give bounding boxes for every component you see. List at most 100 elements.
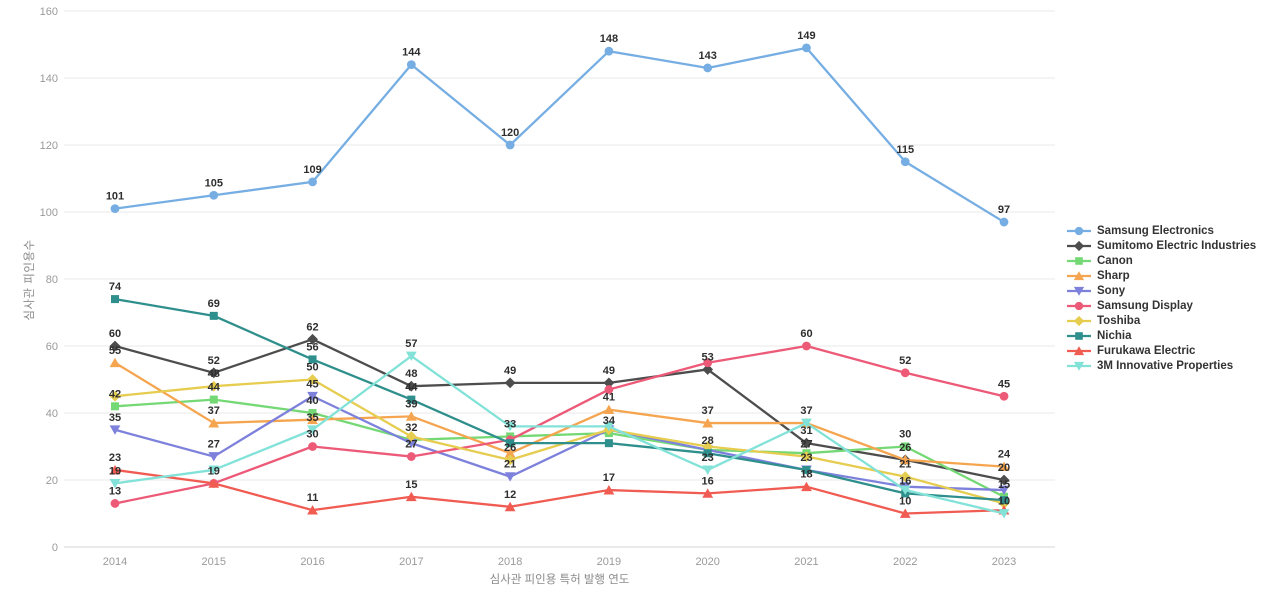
data-label-nichia: 56 [306,341,318,353]
legend-item-canon[interactable]: Canon [1066,253,1256,268]
data-label-toshiba: 48 [208,368,220,380]
data-label-sharp: 55 [109,345,121,357]
data-label-samsung-electronics: 120 [501,127,519,139]
data-point-samsung-electronics [308,177,317,187]
data-label-furukawa-electric: 12 [504,489,516,501]
data-label-furukawa-electric: 16 [702,475,714,487]
data-point-sharp [307,414,318,425]
data-point-samsung-display [110,499,120,508]
data-point-nichia [802,465,811,474]
series-line-canon [114,398,1005,498]
data-point-nichia [111,295,119,304]
data-point-furukawa-electric [899,508,911,518]
data-point-furukawa-electric [603,485,615,495]
legend-label: Canon [1097,254,1133,267]
series-line-3m-innovative-properties [114,354,1005,515]
legend-marker-sumitomo-electric-industries [1067,240,1091,251]
series-line-sumitomo-electric-industries [114,338,1005,482]
data-point-toshiba [405,431,417,442]
legend-label: Toshiba [1097,314,1141,327]
data-point-furukawa-electric [208,478,220,488]
data-label-sony: 23 [800,452,812,464]
data-label-samsung-display: 19 [208,465,220,477]
data-label-samsung-display: 30 [306,429,318,441]
data-label-sumitomo-electric-industries: 49 [603,365,615,377]
legend-item-sumitomo-electric-industries[interactable]: Sumitomo Electric Industries [1066,238,1256,253]
legend-item-samsung-display[interactable]: Samsung Display [1066,298,1256,313]
data-label-sony: 27 [208,439,220,451]
data-label-samsung-display: 45 [998,378,1010,390]
data-point-samsung-electronics [505,140,515,150]
legend-label: Sharp [1097,269,1130,282]
data-point-sumitomo-electric-industries [405,380,417,392]
data-point-furukawa-electric [504,501,516,512]
data-point-furukawa-electric [801,481,812,492]
data-point-3m-innovative-properties [405,351,417,362]
data-point-3m-innovative-properties [702,465,714,475]
data-point-sumitomo-electric-industries [603,377,615,389]
data-point-toshiba [109,390,121,402]
data-point-samsung-electronics [110,204,120,214]
data-point-sumitomo-electric-industries [307,333,318,345]
legend-marker-samsung-electronics [1067,226,1091,235]
data-label-furukawa-electric: 23 [109,452,121,464]
data-label-canon: 34 [603,415,616,427]
data-label-toshiba: 21 [899,459,911,471]
x-tick-label: 2018 [498,556,522,568]
data-point-canon [209,395,218,404]
data-point-sharp [998,461,1010,471]
data-point-nichia [407,395,416,404]
y-tick-label: 60 [46,341,58,353]
data-point-samsung-electronics [209,190,219,200]
data-point-sumitomo-electric-industries [702,364,714,375]
legend-label: Sumitomo Electric Industries [1097,239,1257,252]
x-tick-label: 2023 [992,556,1016,568]
data-label-canon: 30 [899,429,911,441]
x-axis-title: 심사관 피인용 특허 발행 연도 [489,574,630,586]
data-point-sharp [504,448,516,458]
data-point-sharp [603,404,615,415]
legend: Samsung Electronics Sumitomo Electric Ind… [1066,223,1256,373]
legend-item-sony[interactable]: Sony [1066,283,1256,298]
legend-item-samsung-electronics[interactable]: Samsung Electronics [1066,223,1256,238]
x-tick-label: 2015 [202,556,226,568]
y-tick-label: 20 [46,475,58,487]
data-point-toshiba [801,451,812,462]
legend-item-toshiba[interactable]: Toshiba [1066,313,1256,328]
x-tick-label: 2016 [300,556,324,568]
data-point-toshiba [307,374,318,385]
data-point-sumitomo-electric-industries [208,367,220,379]
x-tick-label: 2020 [695,556,719,568]
legend-item-sharp[interactable]: Sharp [1066,268,1256,283]
data-label-sumitomo-electric-industries: 52 [208,355,220,367]
data-label-sumitomo-electric-industries: 49 [504,365,516,377]
legend-label: Samsung Display [1097,299,1193,312]
legend-label: Furukawa Electric [1097,344,1196,357]
data-label-3m-innovative-properties: 57 [405,338,417,350]
data-point-samsung-electronics [900,157,910,167]
data-point-3m-innovative-properties [899,485,911,496]
data-point-furukawa-electric [307,505,318,515]
data-point-samsung-display [406,452,416,461]
data-point-nichia [308,355,317,364]
legend-item-nichia[interactable]: Nichia [1066,328,1256,343]
data-label-samsung-display: 60 [800,328,812,340]
data-label-toshiba: 50 [306,362,318,374]
data-label-nichia: 74 [109,281,122,293]
legend-marker-canon [1067,256,1091,265]
data-point-3m-innovative-properties [307,425,318,435]
legend-item-3m-innovative-properties[interactable]: 3M Innovative Properties [1066,358,1256,373]
data-label-sharp: 37 [702,405,714,417]
legend-marker-furukawa-electric [1067,345,1091,355]
data-point-sony [307,391,318,402]
y-tick-label: 120 [40,140,58,152]
data-label-canon: 40 [306,395,318,407]
y-tick-label: 160 [40,6,58,18]
data-label-canon: 44 [208,382,221,394]
x-tick-label: 2019 [597,556,621,568]
legend-item-furukawa-electric[interactable]: Furukawa Electric [1066,343,1256,358]
data-point-3m-innovative-properties [208,465,220,475]
data-label-canon: 42 [109,388,121,400]
data-label-sumitomo-electric-industries: 53 [702,351,714,363]
